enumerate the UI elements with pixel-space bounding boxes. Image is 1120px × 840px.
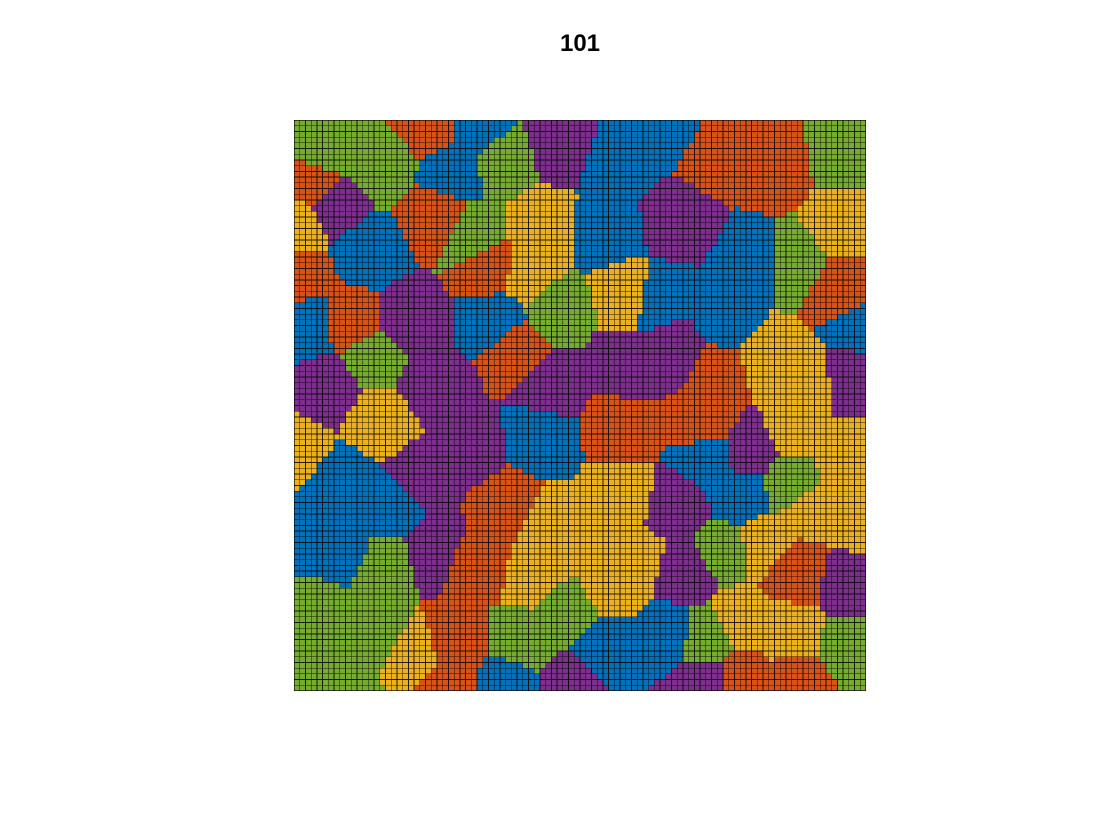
cell-edges xyxy=(294,120,866,691)
grid-lines xyxy=(294,120,866,691)
region-grid-heatmap xyxy=(294,120,866,691)
chart-title: 101 xyxy=(559,30,601,57)
